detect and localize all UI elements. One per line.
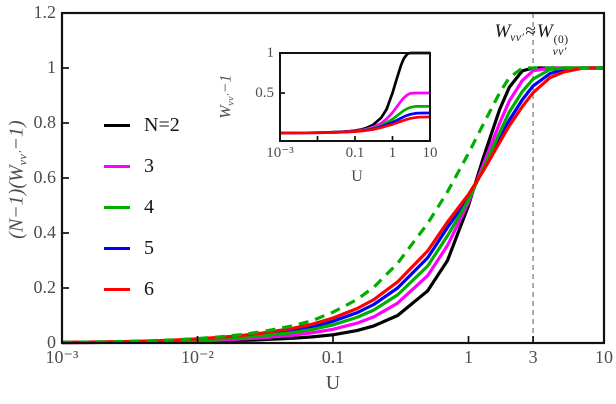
legend-item-3: 3 <box>104 155 154 177</box>
inset-x-tick-label: 10⁻³ <box>266 145 294 161</box>
legend-label: 6 <box>144 278 154 300</box>
legend-item-5: 5 <box>104 237 154 259</box>
annotation-sub2: νν′ <box>552 46 567 59</box>
annotation-supsub: (0) νν′ <box>553 34 570 58</box>
inset-plot-frame <box>279 52 431 142</box>
annotation-w-approx-w0: Wνν′≈W (0) νν′ <box>452 22 612 58</box>
inset-y-tick-label: 0.5 <box>255 85 274 101</box>
legend-label: 5 <box>144 237 154 259</box>
main-ylabel-sub: νν′ <box>15 150 30 166</box>
annotation-sub1: νν′ <box>510 31 525 44</box>
main-y-tick-label: 0.8 <box>33 112 57 132</box>
inset-x-axis-label: U <box>351 168 363 185</box>
legend-item-n2: N=2 <box>104 114 180 136</box>
inset-ylabel-pre: W <box>217 105 235 119</box>
legend-swatch-line <box>104 205 130 209</box>
legend-label: 4 <box>144 196 154 218</box>
approx-symbol: ≈ <box>525 21 536 42</box>
legend-swatch-line <box>104 164 130 168</box>
inset-series-line-N6 <box>279 115 430 135</box>
main-x-tick-label: 10⁻² <box>181 347 214 367</box>
main-y-tick-label: 1 <box>47 57 56 77</box>
annotation-w2: W <box>536 21 553 42</box>
main-y-tick-label: 1.2 <box>33 2 57 22</box>
legend-item-4: 4 <box>104 196 154 218</box>
inset-series-line-N2 <box>279 51 430 135</box>
legend-swatch-line <box>104 246 130 250</box>
inset-series-line-N3 <box>280 91 430 135</box>
main-x-tick-label: 0.1 <box>321 347 345 367</box>
legend-label: N=2 <box>144 114 180 136</box>
main-x-tick-label: 3 <box>528 347 538 367</box>
inset-y-tick-label: 1 <box>266 45 275 61</box>
main-series-line-theory-dashed <box>61 66 604 344</box>
annotation-w1: W <box>494 21 511 42</box>
main-y-tick-label: 0 <box>47 332 56 352</box>
main-x-axis-label: U <box>325 372 341 394</box>
legend-item-6: 6 <box>104 278 154 300</box>
main-y-tick-label: 0.6 <box>33 167 57 187</box>
legend-swatch-line <box>104 287 130 291</box>
main-y-tick-label: 0.2 <box>33 277 57 297</box>
inset-x-tick-label: 1 <box>388 145 397 161</box>
legend-label: 3 <box>144 155 154 177</box>
main-x-tick-label: 10 <box>595 347 613 367</box>
main-x-tick-label: 1 <box>464 347 473 367</box>
inset-x-tick-label: 10 <box>422 145 438 161</box>
inset-x-tick-label: 0.1 <box>345 145 365 161</box>
main-x-tick-label: 10⁻³ <box>45 347 79 367</box>
annotation-sup2: (0) <box>553 34 569 47</box>
legend-swatch-line <box>104 123 130 127</box>
main-y-tick-label: 0.4 <box>33 222 57 242</box>
